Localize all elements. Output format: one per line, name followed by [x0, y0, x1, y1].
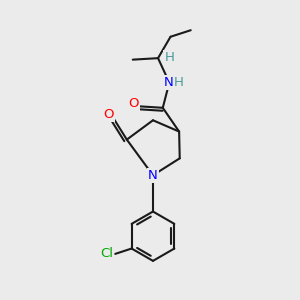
Text: N: N	[164, 76, 173, 89]
Text: O: O	[128, 98, 139, 110]
Text: O: O	[104, 108, 114, 121]
Text: H: H	[174, 76, 184, 89]
Text: Cl: Cl	[100, 248, 113, 260]
Text: N: N	[148, 169, 158, 182]
Text: H: H	[164, 51, 174, 64]
